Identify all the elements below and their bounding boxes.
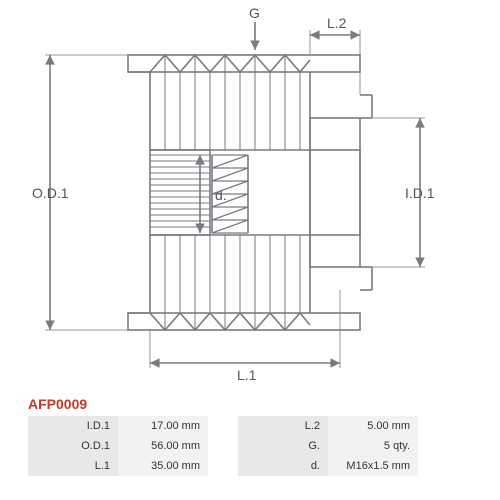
spec-value: 5 qty. <box>328 436 418 456</box>
technical-drawing: O.D.1 I.D.1 L.1 L.2 G d. <box>0 0 500 390</box>
label-d: d. <box>215 187 227 203</box>
spec-col-right: L.2 5.00 mm G. 5 qty. d. M16x1.5 mm <box>238 416 418 476</box>
label-g: G <box>249 5 260 21</box>
spec-value: 17.00 mm <box>118 416 208 436</box>
label-od1: O.D.1 <box>32 185 69 201</box>
label-l1: L.1 <box>237 367 257 383</box>
spec-value: 35.00 mm <box>118 456 208 476</box>
spec-label: O.D.1 <box>28 436 118 456</box>
spec-label: G. <box>238 436 328 456</box>
spec-col-left: I.D.1 17.00 mm O.D.1 56.00 mm L.1 35.00 … <box>28 416 208 476</box>
part-number: AFP0009 <box>28 396 500 412</box>
spec-label: L.1 <box>28 456 118 476</box>
spec-value: M16x1.5 mm <box>328 456 418 476</box>
spec-label: d. <box>238 456 328 476</box>
spec-value: 56.00 mm <box>118 436 208 456</box>
spec-label: I.D.1 <box>28 416 118 436</box>
spec-table: I.D.1 17.00 mm O.D.1 56.00 mm L.1 35.00 … <box>28 416 500 476</box>
spec-value: 5.00 mm <box>328 416 418 436</box>
label-id1: I.D.1 <box>405 185 435 201</box>
spec-label: L.2 <box>238 416 328 436</box>
label-l2: L.2 <box>327 15 347 31</box>
